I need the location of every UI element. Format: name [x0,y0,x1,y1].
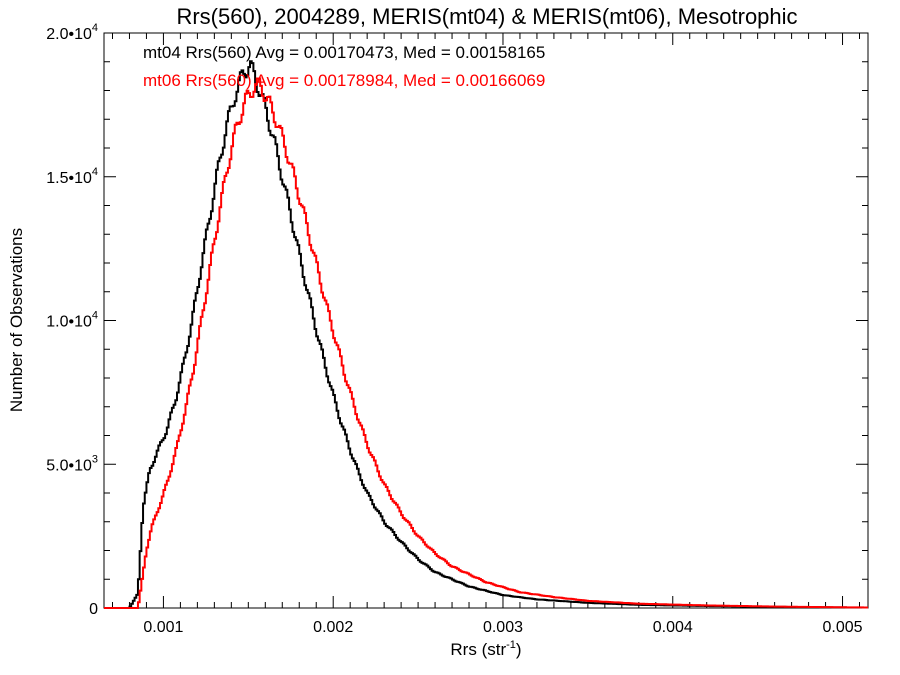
x-tick-label: 0.002 [313,619,353,636]
y-tick-label: 5.0•103 [46,453,98,474]
y-tick-exponent: 4 [92,22,98,34]
legend-entry-mt06: mt06 Rrs(560) Avg = 0.00178984, Med = 0.… [143,71,545,90]
series-layer [104,60,868,609]
axis-ticks: 0.001 0.002 0.003 0.004 0.00505.0•1031.0•104… [46,22,868,636]
x-axis-label-xlabel-suffix: ) [516,640,522,659]
x-axis-label-xlabel: Rrs (str [450,640,506,659]
y-axis-label: Number of Observations [7,228,26,412]
x-tick-label: 0.005 [823,619,863,636]
y-tick-label: 0 [89,601,98,618]
y-tick-label: 1.5•104 [46,166,98,187]
x-axis-label-xlabel-sup: -1 [506,639,516,651]
y-tick-exponent: 4 [92,166,98,178]
y-tick-label: 1.0•104 [46,310,98,331]
series-mt06-histogram [104,77,868,609]
y-tick-exponent: 3 [92,453,98,465]
x-axis-label: Rrs (str-1) [450,639,521,659]
x-tick-label: 0.003 [483,619,523,636]
legend: mt04 Rrs(560) Avg = 0.00170473, Med = 0.… [143,43,545,90]
legend-entry-mt04: mt04 Rrs(560) Avg = 0.00170473, Med = 0.… [143,43,545,62]
chart-title: Rrs(560), 2004289, MERIS(mt04) & MERIS(m… [176,4,797,29]
x-tick-label: 0.001 [143,619,183,636]
y-tick-mantissa: 1.5•10 [46,170,92,187]
y-tick-mantissa: 5.0•10 [46,457,92,474]
y-tick-exponent: 4 [92,310,98,322]
x-tick-label: 0.004 [653,619,693,636]
y-tick-mantissa: 2.0•10 [46,26,92,43]
y-tick-mantissa: 0 [89,601,98,618]
y-tick-mantissa: 1.0•10 [46,314,92,331]
y-tick-label: 2.0•104 [46,22,98,43]
